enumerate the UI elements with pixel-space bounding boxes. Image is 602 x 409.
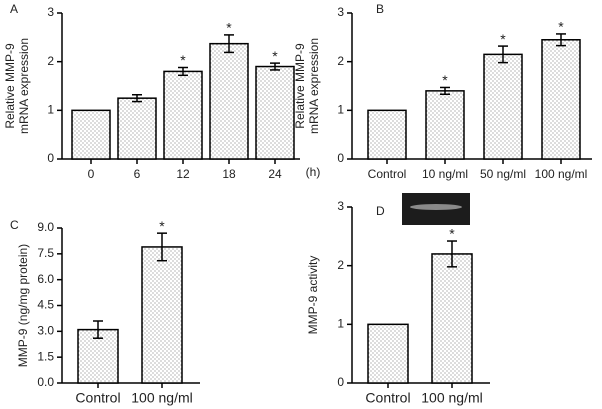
significance-marker: * xyxy=(449,226,455,242)
panel-label: D xyxy=(376,204,385,218)
y-tick-label: 1.5 xyxy=(37,349,54,363)
y-tick-label: 4.5 xyxy=(37,298,54,312)
x-tick-label: 24 xyxy=(268,167,282,181)
y-tick-label: 1 xyxy=(47,103,54,117)
y-tick-label: 0 xyxy=(337,375,344,389)
error-bar xyxy=(132,94,142,103)
x-tick-label: 50 ng/ml xyxy=(480,167,526,181)
significance-marker: * xyxy=(272,48,278,64)
x-tick-label: Control xyxy=(75,390,120,406)
bar xyxy=(431,253,473,384)
y-tick-label: 3 xyxy=(47,5,54,19)
x-tick-label: 100 ng/ml xyxy=(131,390,192,406)
x-unit: (h) xyxy=(306,165,321,179)
error-bar xyxy=(440,86,450,96)
error-bar xyxy=(498,45,508,64)
y-tick-label: 2 xyxy=(47,54,54,68)
x-tick-label: 0 xyxy=(88,167,95,181)
significance-marker: * xyxy=(159,218,165,234)
error-bar xyxy=(224,34,234,54)
x-tick-label: 18 xyxy=(222,167,236,181)
x-tick-label: Control xyxy=(368,167,407,181)
y-tick-label: 3 xyxy=(337,5,344,19)
panel-label: C xyxy=(10,218,19,232)
bar xyxy=(209,42,249,160)
significance-marker: * xyxy=(500,31,506,47)
bar xyxy=(367,323,409,384)
error-bar xyxy=(93,320,103,339)
panel-label: A xyxy=(10,2,18,16)
bar xyxy=(367,109,407,160)
error-bar xyxy=(157,232,167,262)
y-axis-label: Relative MMP-9 xyxy=(3,43,17,129)
y-tick-label: 3 xyxy=(337,199,344,213)
y-tick-label: 0 xyxy=(47,151,54,165)
y-tick-label: 6.0 xyxy=(37,272,54,286)
significance-marker: * xyxy=(226,20,232,36)
y-axis-label: MMP-9 (ng/mg protein) xyxy=(16,244,30,367)
bar xyxy=(541,39,581,160)
gel-inset xyxy=(402,193,470,225)
y-tick-label: 1 xyxy=(337,103,344,117)
error-bar xyxy=(447,240,457,268)
bar xyxy=(71,109,111,160)
bar xyxy=(163,70,203,160)
y-axis-label: mRNA expression xyxy=(307,38,321,134)
x-tick-label: 100 ng/ml xyxy=(535,167,588,181)
x-tick-label: 12 xyxy=(176,167,190,181)
bar xyxy=(141,246,183,384)
y-tick-label: 7.5 xyxy=(37,246,54,260)
bar xyxy=(483,53,523,160)
error-bar xyxy=(270,62,280,71)
y-tick-label: 3.0 xyxy=(37,324,54,338)
significance-marker: * xyxy=(442,72,448,88)
y-tick-label: 2 xyxy=(337,258,344,272)
x-tick-label: 100 ng/ml xyxy=(421,390,482,406)
error-bar xyxy=(178,66,188,77)
y-tick-label: 0.0 xyxy=(37,375,54,389)
bar xyxy=(425,90,465,160)
y-axis-label: mRNA expression xyxy=(17,38,31,134)
x-tick-label: 6 xyxy=(134,167,141,181)
significance-marker: * xyxy=(558,19,564,35)
panel-label: B xyxy=(376,2,384,16)
y-axis-label: MMP-9 activity xyxy=(306,256,320,335)
x-tick-label: 10 ng/ml xyxy=(422,167,468,181)
bar xyxy=(117,97,157,160)
x-tick-label: Control xyxy=(365,390,410,406)
y-tick-label: 2 xyxy=(337,54,344,68)
y-tick-label: 9.0 xyxy=(37,220,54,234)
y-tick-label: 1 xyxy=(337,317,344,331)
bar xyxy=(77,328,119,384)
y-tick-label: 0 xyxy=(337,151,344,165)
error-bar xyxy=(556,33,566,47)
significance-marker: * xyxy=(180,52,186,68)
y-axis-label: Relative MMP-9 xyxy=(293,43,307,129)
bar xyxy=(255,65,295,160)
